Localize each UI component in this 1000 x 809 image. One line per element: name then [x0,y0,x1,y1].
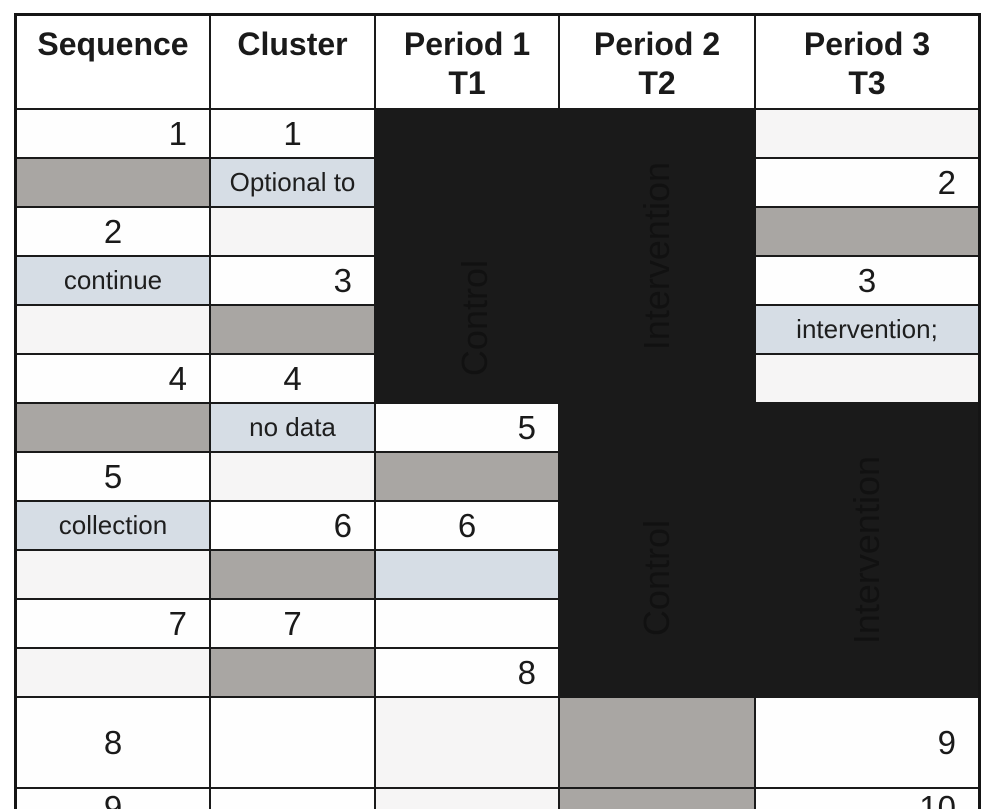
header-period3-sublabel: T3 [848,65,886,101]
header-period3-label: Period 3 [803,26,931,62]
period3-optional-note-cell [376,551,558,598]
sequence-cell: 7 [17,600,209,647]
period1-control-cell [756,355,978,402]
header-period1: Period 1 T1 [376,16,558,108]
header-period1-sublabel: T1 [448,65,486,101]
header-period2-label: Period 2 [593,26,721,62]
sequence-cell: 10 [756,789,978,809]
period3-intervention-cell [560,789,754,809]
control-label-period1: Control [454,259,495,377]
stepped-wedge-table: Sequence Cluster Period 1 T1 Period 2 T2… [14,13,981,809]
header-sequence: Sequence [17,16,209,108]
period2-control-cell [17,649,209,696]
header-period3: Period 3 T3 [756,16,978,108]
cluster-cell: 1 [211,110,374,157]
period1-control-cell [17,551,209,598]
sequence-cell: 4 [17,355,209,402]
period2-intervention-cell [211,551,374,598]
cluster-cell: 4 [211,355,374,402]
period1-blank-cell [211,789,374,809]
period3-optional-note-cell: collection [17,502,209,549]
header-period1-label: Period 1 [403,26,531,62]
period2-control-cell [376,789,558,809]
period2-intervention-cell [211,306,374,353]
header-cluster: Cluster [211,16,374,108]
period3-optional-note-cell: no data [211,404,374,451]
intervention-label-period2: Intervention [636,161,677,351]
period2-control-cell [376,698,558,787]
control-label-period2: Control [636,519,677,637]
cluster-cell: 6 [376,502,558,549]
period2-intervention-cell [17,404,209,451]
period2-intervention-cell [17,159,209,206]
period3-intervention-cell [560,698,754,787]
period3-optional-note-cell: continue [17,257,209,304]
header-sequence-label: Sequence [37,26,189,62]
sequence-cell: 1 [17,110,209,157]
period1-blank-cell [211,698,374,787]
header-period2: Period 2 T2 [560,16,754,108]
cluster-cell: 9 [17,789,209,809]
period2-intervention-cell [756,208,978,255]
period1-control-cell [756,110,978,157]
sequence-cell: 5 [376,404,558,451]
period1-control-cell [17,306,209,353]
sequence-cell: 3 [211,257,374,304]
sequence-cell: 2 [756,159,978,206]
header-period2-sublabel: T2 [638,65,676,101]
period1-blank-cell [376,600,558,647]
period3-optional-note-cell: Optional to [211,159,374,206]
cluster-cell: 3 [756,257,978,304]
period3-optional-note-cell: intervention; [756,306,978,353]
cluster-cell: 5 [17,453,209,500]
intervention-label-period3: Intervention [846,455,887,645]
sequence-cell: 9 [756,698,978,787]
sequence-cell: 6 [211,502,374,549]
cluster-cell: 7 [211,600,374,647]
sequence-cell: 8 [376,649,558,696]
cluster-cell: 8 [17,698,209,787]
header-cluster-label: Cluster [237,26,348,62]
period3-intervention-cell [211,649,374,696]
period1-control-cell [211,453,374,500]
period1-control-cell [211,208,374,255]
period2-intervention-cell [376,453,558,500]
cluster-cell: 2 [17,208,209,255]
